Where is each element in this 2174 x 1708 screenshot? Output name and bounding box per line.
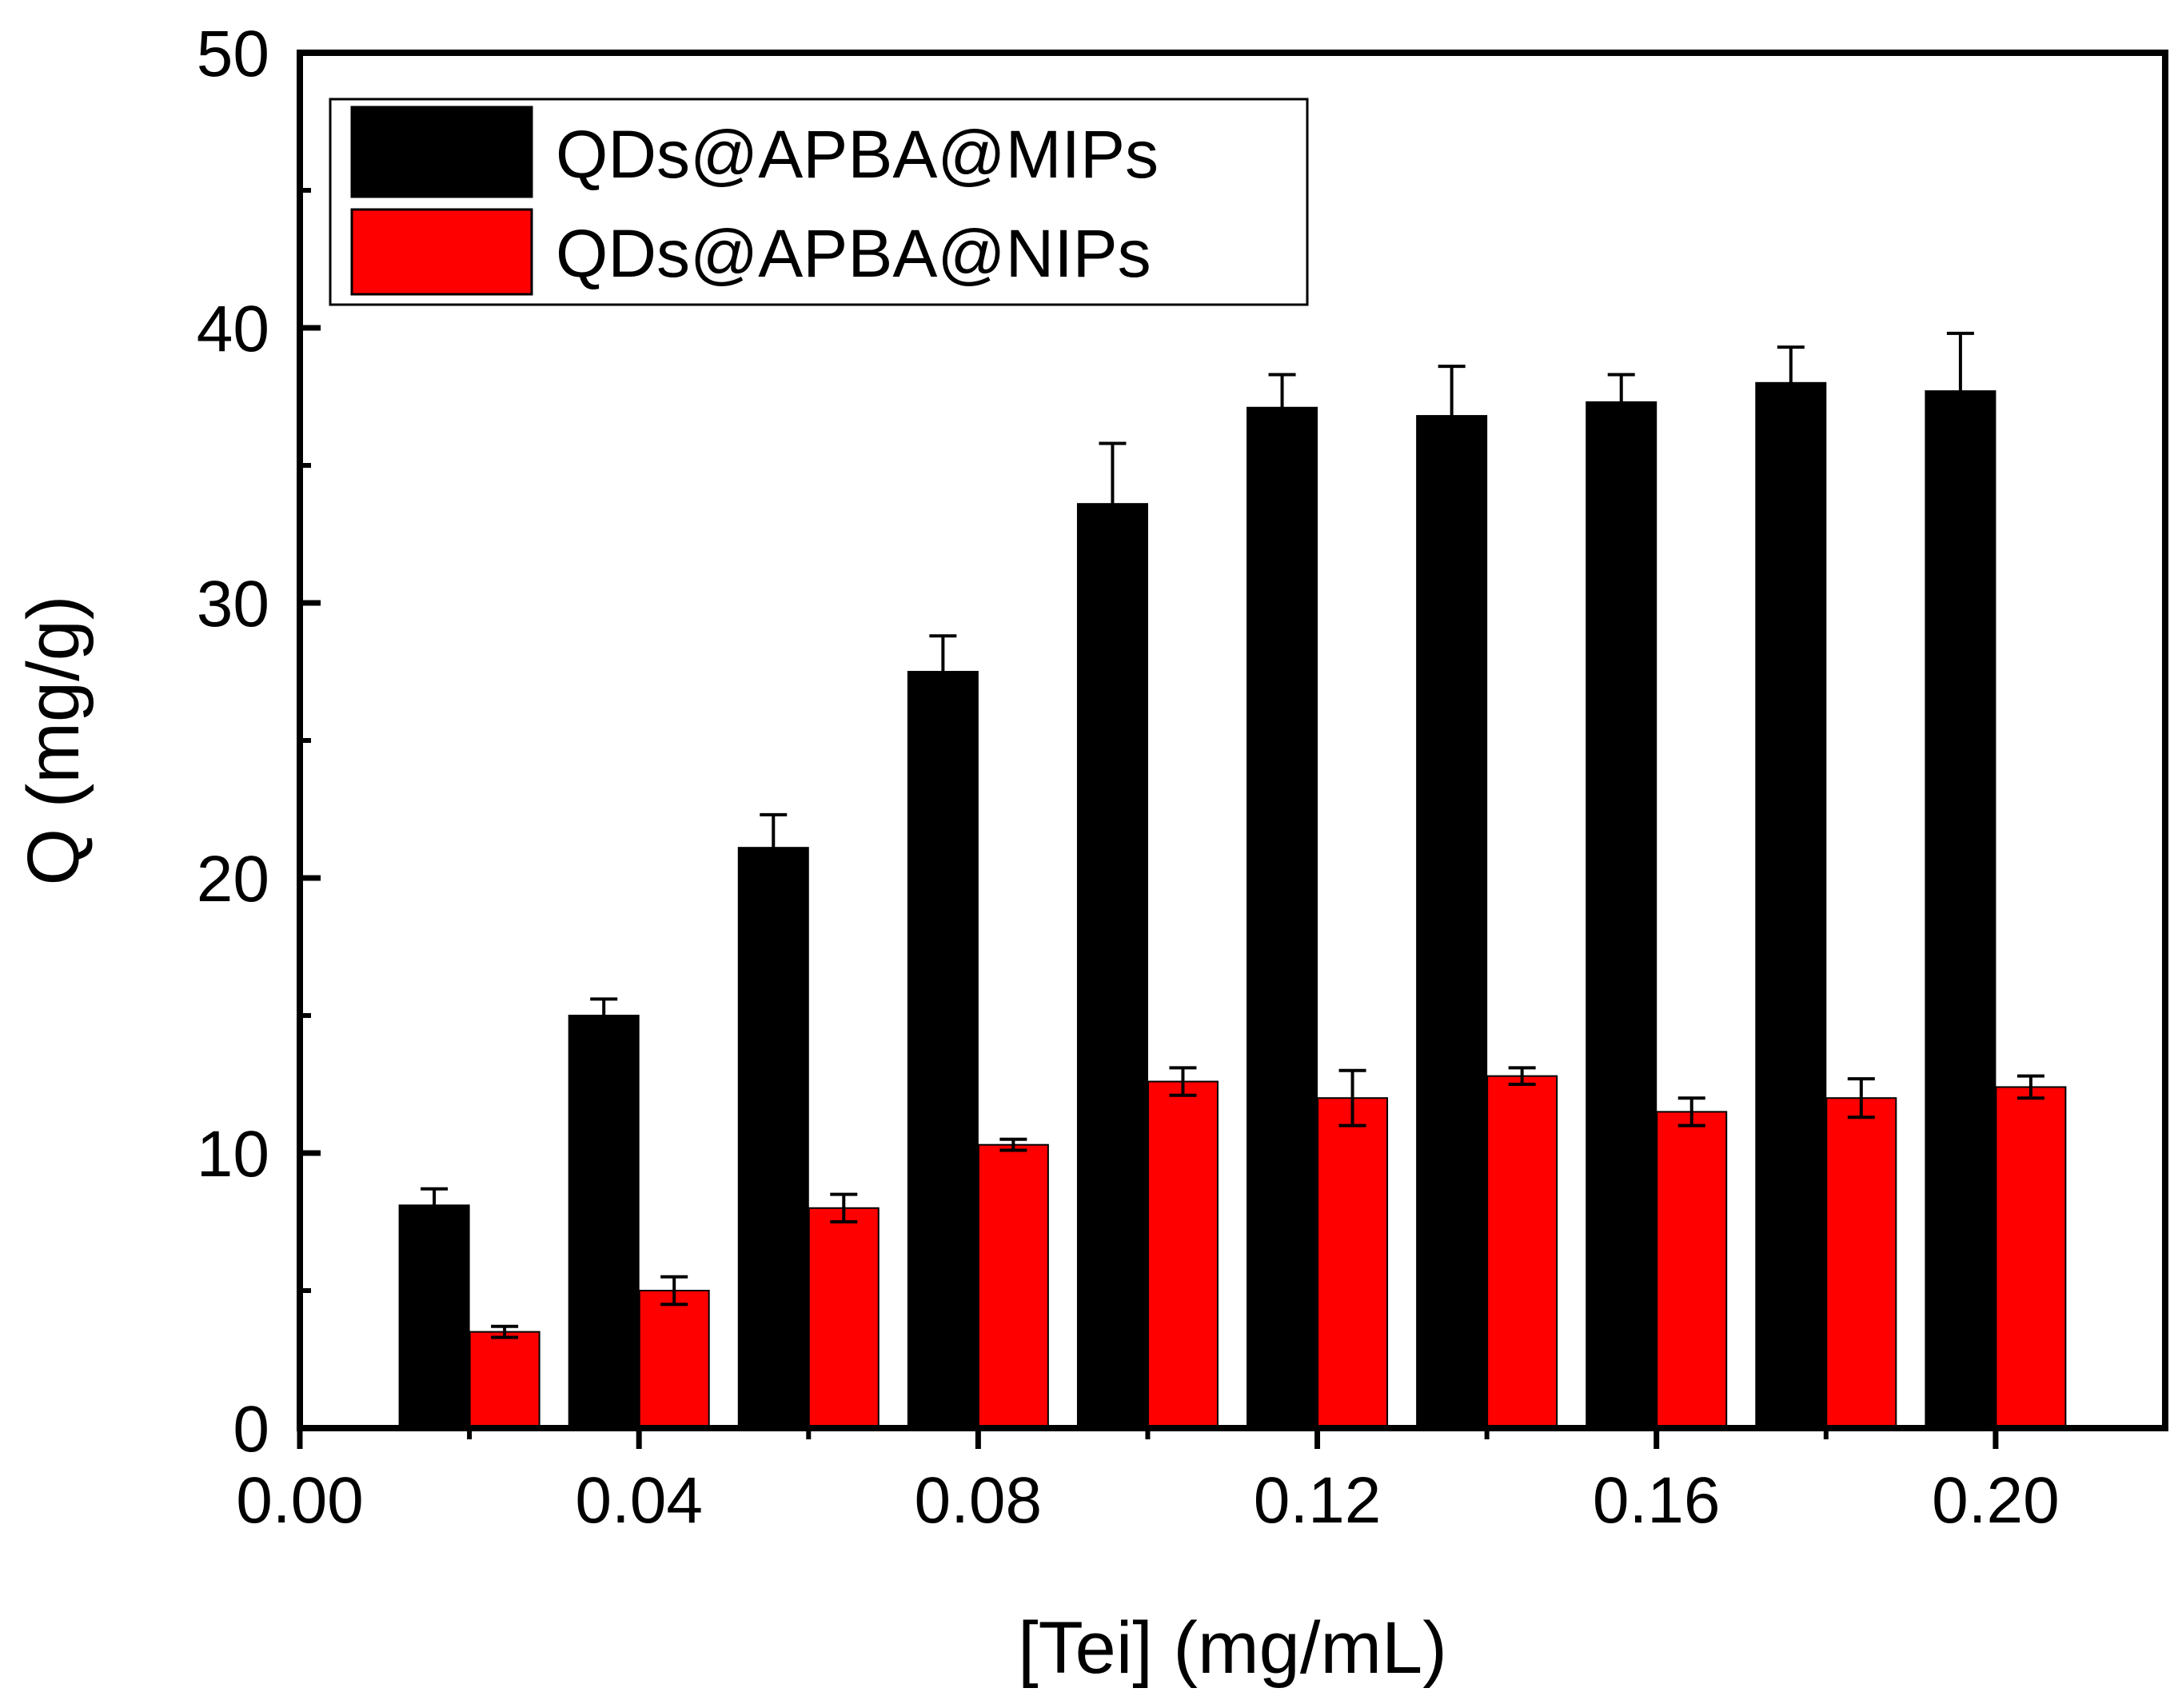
y-axis-title: Q (mg/g)	[13, 596, 94, 886]
errorbar-nips-9	[2016, 1074, 2044, 1100]
errorbar-mips-6	[1438, 365, 1466, 465]
bar-nips-2	[808, 1207, 880, 1430]
errorbar-mips-5	[1268, 373, 1296, 441]
x-tick-label-2: 0.08	[915, 1464, 1043, 1537]
bar-mips-9	[1925, 390, 1996, 1429]
bar-nips-1	[638, 1290, 710, 1429]
bar-mips-2	[737, 847, 809, 1430]
errorbar-nips-0	[491, 1324, 519, 1339]
bar-mips-5	[1247, 406, 1318, 1429]
x-tick-label-0: 0.00	[236, 1464, 364, 1537]
errorbar-mips-0	[421, 1187, 449, 1222]
x-tick-label-1: 0.04	[575, 1464, 703, 1537]
legend: QDs@APBA@MIPs QDs@APBA@NIPs	[329, 98, 1309, 306]
errorbar-mips-8	[1777, 345, 1805, 419]
bar-mips-6	[1416, 415, 1488, 1430]
bar-nips-0	[469, 1331, 541, 1429]
bar-mips-0	[398, 1204, 470, 1429]
y-tick-label-20: 20	[197, 843, 269, 916]
errorbar-mips-1	[590, 997, 618, 1032]
x-tick-label-3: 0.12	[1254, 1464, 1382, 1537]
legend-swatch-nips	[350, 208, 533, 296]
bars-layer	[398, 381, 2067, 1430]
errorbars-layer	[421, 331, 2044, 1339]
x-axis-title: [Tei] (mg/mL)	[1018, 1607, 1447, 1689]
y-tick-label-50: 50	[197, 18, 269, 90]
errorbar-mips-3	[929, 634, 957, 708]
errorbar-nips-1	[660, 1275, 688, 1307]
bar-mips-4	[1076, 503, 1148, 1429]
legend-label-nips: QDs@APBA@NIPs	[556, 216, 1151, 291]
tick-labels-layer: 0 10 20 30 40 50 0.00 0.04 0.08 0.12 0.16 0.20	[197, 18, 2060, 1537]
errorbar-mips-9	[1946, 331, 1974, 449]
bar-nips-7	[1656, 1111, 1728, 1430]
errorbar-mips-4	[1099, 441, 1127, 565]
errorbar-mips-7	[1607, 373, 1635, 430]
legend-swatch-mips	[350, 106, 533, 198]
bar-mips-1	[568, 1015, 640, 1429]
errorbar-nips-3	[999, 1137, 1027, 1152]
bar-nips-5	[1317, 1097, 1389, 1429]
y-tick-label-0: 0	[233, 1393, 269, 1466]
bar-nips-3	[977, 1143, 1049, 1430]
bar-nips-6	[1486, 1075, 1558, 1430]
errorbar-nips-4	[1169, 1066, 1197, 1097]
bar-nips-4	[1147, 1080, 1219, 1430]
errorbar-nips-2	[830, 1192, 858, 1223]
bar-mips-8	[1755, 381, 1827, 1429]
y-tick-label-30: 30	[197, 568, 269, 640]
x-tick-label-4: 0.16	[1593, 1464, 1721, 1537]
ticks-layer	[297, 50, 1999, 1449]
legend-label-mips: QDs@APBA@MIPs	[556, 117, 1159, 192]
errorbar-nips-6	[1508, 1066, 1536, 1086]
x-tick-label-5: 0.20	[1932, 1464, 2060, 1537]
bar-nips-9	[1995, 1086, 2067, 1429]
bar-mips-3	[907, 671, 979, 1429]
errorbar-nips-5	[1338, 1068, 1366, 1127]
bar-mips-7	[1586, 401, 1657, 1429]
y-tick-label-40: 40	[197, 293, 269, 365]
errorbar-mips-2	[760, 812, 788, 881]
errorbar-nips-8	[1847, 1077, 1875, 1119]
y-tick-label-10: 10	[197, 1118, 269, 1191]
errorbar-nips-7	[1677, 1096, 1705, 1127]
bar-nips-8	[1825, 1097, 1897, 1429]
